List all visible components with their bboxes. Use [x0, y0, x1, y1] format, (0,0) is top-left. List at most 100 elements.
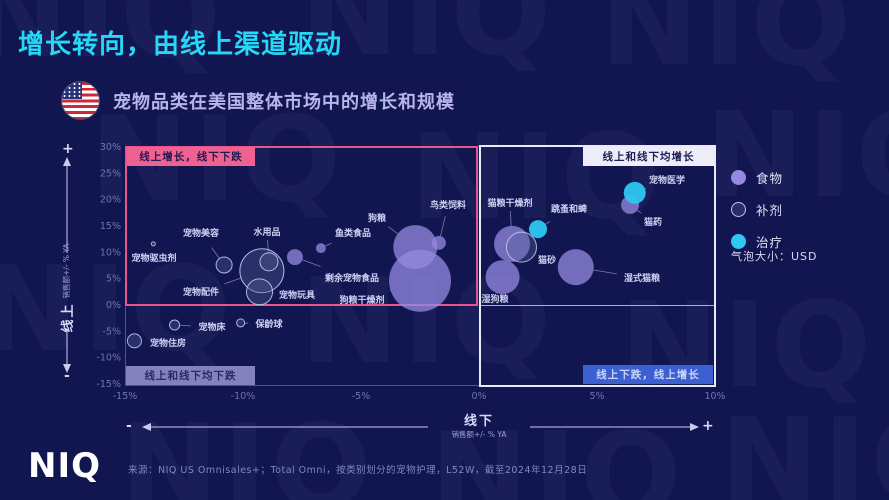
niq-watermark: NIQ: [300, 0, 555, 82]
bubble-label-宠物床: 宠物床: [198, 321, 226, 333]
y-axis-title-text: 线上: [60, 302, 76, 333]
bubble-宠物玩具[interactable]: [246, 278, 274, 306]
bubble-猫砂[interactable]: [505, 231, 537, 263]
leader-line: [545, 221, 551, 225]
y-tick-label: 0%: [106, 300, 121, 311]
bubble-剩余宠物食品[interactable]: [286, 249, 303, 266]
y-tick-label: 20%: [100, 195, 121, 206]
x-axis-subtitle: 销售额+/- % YA: [451, 430, 507, 439]
bubble-label-宠物美容: 宠物美容: [183, 227, 219, 239]
y-tick-label: 15%: [100, 221, 121, 232]
chart-legend: 食物 补剂 治疗: [731, 168, 881, 264]
supplement-swatch-icon: [731, 202, 746, 217]
niq-watermark: NIQ: [0, 240, 235, 378]
leader-line: [267, 239, 269, 253]
quadrant-label-topleft: 线上增长，线下下跌: [127, 147, 255, 166]
legend-item-food[interactable]: 食物: [731, 168, 881, 187]
y-axis-arrows: [63, 157, 71, 373]
bubble-label-湿狗粮: 湿狗粮: [481, 293, 508, 305]
quadrant-right-box: [479, 145, 716, 387]
legend-label: 治疗: [756, 235, 784, 250]
bubble-label-猫粮干燥剂: 猫粮干燥剂: [487, 197, 532, 209]
niq-watermark: NIQ: [120, 398, 375, 500]
bubble-宠物医学[interactable]: [623, 181, 646, 204]
bubble-鱼类食品[interactable]: [315, 243, 326, 254]
y-axis-title: 线上 销售额+/- % YA: [48, 228, 84, 348]
leader-line: [211, 247, 220, 259]
x-tick-label: 5%: [589, 391, 604, 402]
bubble-label-鱼类食品: 鱼类食品: [335, 227, 371, 239]
y-tick-label: -10%: [96, 353, 121, 364]
bubble-宠物美容[interactable]: [215, 256, 233, 274]
bubble-label-宠物配件: 宠物配件: [183, 286, 219, 298]
legend-item-treatment[interactable]: 治疗: [731, 232, 881, 251]
x-tick-label: -10%: [231, 391, 256, 402]
bubble-宠物住房[interactable]: [126, 333, 142, 349]
bubble-label-鸟类饲料: 鸟类饲料: [430, 199, 466, 211]
treatment-swatch-icon: [731, 234, 746, 249]
x-tick-label: -5%: [352, 391, 371, 402]
niq-logo: NIQ: [28, 446, 102, 486]
y-tick-label: 10%: [100, 247, 121, 258]
x-axis-arrows: [142, 423, 699, 431]
leader-line: [325, 242, 332, 247]
food-swatch-icon: [731, 170, 746, 185]
bubble-label-狗粮: 狗粮: [368, 212, 386, 224]
leader-line: [179, 324, 191, 327]
x-axis-minus-sign: -: [126, 418, 132, 434]
bubble-label-湿式猫粮: 湿式猫粮: [624, 272, 660, 284]
legend-label: 补剂: [756, 203, 784, 218]
bubble-跳蚤和蜱[interactable]: [529, 220, 547, 239]
niq-watermark: NIQ: [720, 392, 889, 500]
y-axis-subtitle: 销售额+/- % YA: [61, 243, 71, 299]
bubble-label-宠物玩具: 宠物玩具: [279, 289, 315, 301]
zero-gridline: [480, 305, 714, 306]
y-tick-label: -5%: [103, 326, 122, 337]
niq-watermark: NIQ: [600, 0, 855, 92]
bubble-label-跳蚤和蜱: 跳蚤和蜱: [551, 203, 587, 215]
legend-item-supplement[interactable]: 补剂: [731, 200, 881, 219]
bubble-label-宠物住房: 宠物住房: [150, 337, 186, 349]
x-tick-label: 10%: [704, 391, 725, 402]
niq-watermark: NIQ: [705, 86, 889, 224]
bubble-湿狗粮[interactable]: [485, 260, 520, 295]
bubble-宠物床[interactable]: [169, 319, 181, 331]
bubble-label-保龄球: 保龄球: [254, 318, 283, 330]
bubble-保龄球[interactable]: [236, 318, 246, 328]
quadrant-label-bottomleft: 线上和线下均下跌: [126, 366, 255, 385]
x-tick-label: 0%: [471, 391, 486, 402]
leader-line: [593, 269, 617, 275]
legend-label: 食物: [756, 171, 784, 186]
bubble-label-猫砂: 猫砂: [538, 254, 556, 266]
bubble-宠物驱虫剂[interactable]: [150, 241, 156, 247]
quadrant-label-bottomright: 线上下跌，线上增长: [583, 365, 713, 384]
source-note: 来源：NIQ US Omnisales+；Total Omni，按类别划分的宠物…: [128, 465, 588, 476]
y-axis-minus-sign: -: [64, 368, 70, 384]
leader-line: [224, 277, 242, 285]
page-title: 增长转向，由线上渠道驱动: [18, 30, 343, 60]
chart-subtitle-row: 宠物品类在美国整体市场中的增长和规模: [62, 82, 455, 119]
bubble-狗粮[interactable]: [393, 225, 438, 270]
bubble-湿式猫粮[interactable]: [557, 249, 594, 286]
bubble-label-狗粮干燥剂: 狗粮干燥剂: [339, 294, 384, 306]
leader-line: [302, 259, 321, 267]
bubble-label-水用品: 水用品: [253, 226, 280, 238]
quadrant-label-topright: 线上和线下均增长: [583, 147, 714, 166]
x-axis-title: 线下 销售额+/- % YA: [429, 410, 529, 440]
bubble-label-剩余宠物食品: 剩余宠物食品: [325, 272, 379, 284]
leader-line: [440, 215, 446, 237]
quadrant-topleft-box: [125, 146, 478, 306]
y-tick-label: 25%: [100, 168, 121, 179]
leader-line: [637, 209, 642, 214]
y-tick-label: 5%: [106, 274, 121, 285]
bubble-label-宠物驱虫剂: 宠物驱虫剂: [131, 252, 176, 264]
bubble-鸟类饲料[interactable]: [431, 235, 446, 250]
y-tick-label: -15%: [96, 379, 121, 390]
niq-watermark: NIQ: [410, 108, 665, 246]
bubble-水用品[interactable]: [259, 252, 279, 272]
bubble-size-note: 气泡大小：USD: [731, 250, 818, 263]
leader-line: [510, 211, 512, 226]
bubble-猫粮干燥剂[interactable]: [494, 225, 531, 262]
